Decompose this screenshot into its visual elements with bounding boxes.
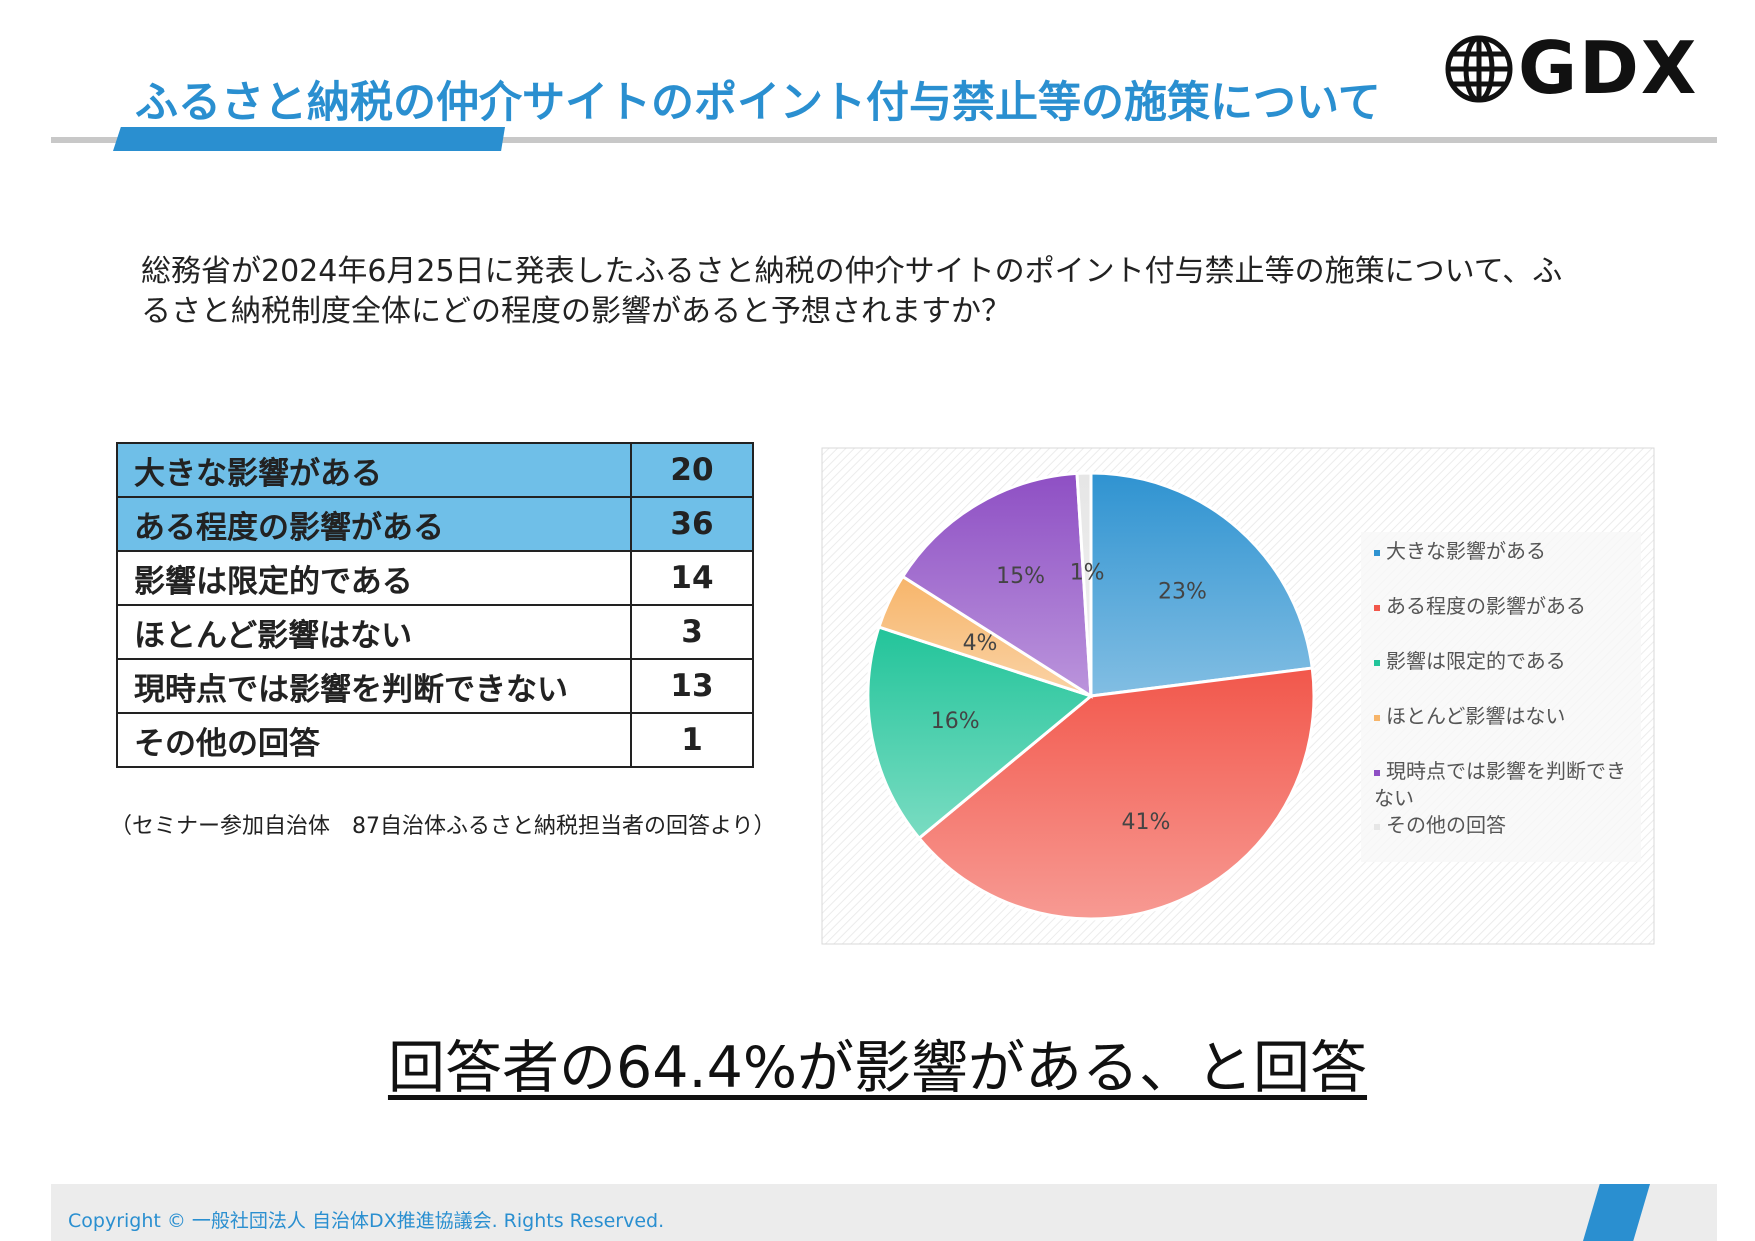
pie-slice xyxy=(917,666,1316,921)
legend-swatch xyxy=(1374,604,1380,611)
pie-chart: 23% 41% 16% 4% 15% 1% xyxy=(821,447,1655,945)
logo-globe xyxy=(1445,35,1513,103)
legend-swatch xyxy=(1374,714,1380,721)
legend-entry: 影響は限定的である xyxy=(1374,648,1639,675)
legend-swatch xyxy=(1374,659,1380,666)
legend-label: その他の回答 xyxy=(1386,813,1506,837)
slice-label: 16% xyxy=(931,709,980,734)
legend-swatch xyxy=(1374,823,1380,830)
source-note: （セミナー参加自治体 87自治体ふるさと納税担当者の回答より） xyxy=(110,814,776,839)
legend-entry: 現時点では影響を判断できない xyxy=(1374,758,1639,812)
legend-swatch xyxy=(1374,549,1380,556)
legend-label: 大きな影響がある xyxy=(1386,539,1546,563)
pie-slice xyxy=(1089,471,1314,698)
table-row: ある程度の影響がある 36 xyxy=(116,496,754,552)
conclusion: 回答者の64.4%が影響がある、と回答 xyxy=(387,1035,1368,1101)
table-row: 大きな影響がある 20 xyxy=(116,442,754,498)
conclusion-wrap: 回答者の64.4%が影響がある、と回答 xyxy=(0,1022,1755,1104)
pie-slice xyxy=(900,471,1093,699)
slice-label: 1% xyxy=(1070,560,1105,585)
row-label: ほとんど影響はない xyxy=(116,604,632,660)
row-label: 現時点では影響を判断できない xyxy=(116,658,632,714)
result-table: 大きな影響がある 20 ある程度の影響がある 36 影響は限定的である 14 ほとんど影響は… xyxy=(116,442,754,768)
legend-label: ほとんど影響はない xyxy=(1386,704,1566,728)
legend-swatch xyxy=(1374,769,1380,776)
footer-band xyxy=(51,1184,1717,1241)
row-label: 影響は限定的である xyxy=(116,550,632,606)
pie-slice xyxy=(866,625,1095,841)
table-row: 影響は限定的である 14 xyxy=(116,550,754,606)
slice-label: 23% xyxy=(1158,579,1207,604)
row-count: 14 xyxy=(630,550,754,606)
legend-label: 影響は限定的である xyxy=(1386,649,1566,673)
row-count: 3 xyxy=(630,604,754,660)
slice-label: 41% xyxy=(1121,810,1170,835)
slice-label: 4% xyxy=(963,631,998,656)
legend-entry: 大きな影響がある xyxy=(1374,538,1639,565)
row-label: 大きな影響がある xyxy=(116,442,632,498)
legend-entry: その他の回答 xyxy=(1374,812,1639,839)
question: 総務省が2024年6月25日に発表したふるさと納税の仲介サイトのポイント付与禁止… xyxy=(141,254,1563,329)
logo-text: GDX xyxy=(1518,26,1699,110)
table-row: その他の回答 1 xyxy=(116,712,754,768)
table-row: 現時点では影響を判断できない 13 xyxy=(116,658,754,714)
legend-label: 現時点では影響を判断できない xyxy=(1374,759,1626,810)
pie-slice xyxy=(1075,471,1093,697)
row-count: 20 xyxy=(630,442,754,498)
legend-label: ある程度の影響がある xyxy=(1386,594,1586,618)
title-accent xyxy=(113,127,505,151)
row-count: 13 xyxy=(630,658,754,714)
row-label: ある程度の影響がある xyxy=(116,496,632,552)
title-rule xyxy=(51,137,1717,143)
row-count: 1 xyxy=(630,712,754,768)
legend-entry: ある程度の影響がある xyxy=(1374,593,1639,620)
slide-title: ふるさと納税の仲介サイトのポイント付与禁止等の施策について xyxy=(135,78,1381,128)
row-label: その他の回答 xyxy=(116,712,632,768)
copyright: Copyright © 一般社団法人 自治体DX推進協議会. Rights Re… xyxy=(68,1210,665,1232)
row-count: 36 xyxy=(630,496,754,552)
slice-label: 15% xyxy=(996,564,1045,589)
legend-entry: ほとんど影響はない xyxy=(1374,703,1639,730)
legend-box xyxy=(1361,532,1641,862)
table-row: ほとんど影響はない 3 xyxy=(116,604,754,660)
